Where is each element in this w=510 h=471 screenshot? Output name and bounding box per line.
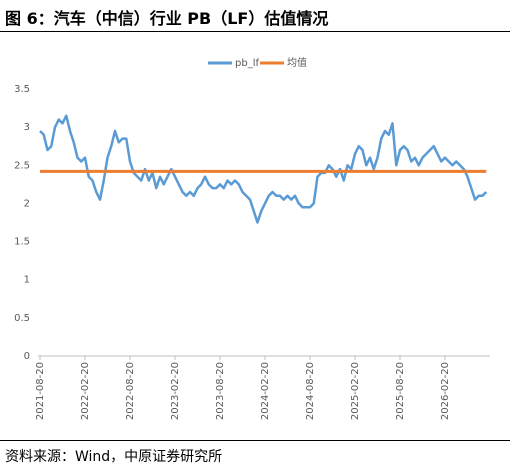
y-tick-label: 0.5 [14, 313, 30, 324]
series-line [39, 114, 488, 224]
x-tick-label: 2025-08-20 [395, 362, 406, 420]
x-tick-label: 2025-02-20 [350, 362, 361, 420]
figure-title: 图 6：汽车（中信）行业 PB（LF）估值情况 [5, 9, 329, 28]
source-rule [0, 440, 510, 441]
x-tick-label: 2023-08-20 [215, 362, 226, 420]
y-tick-label: 3 [24, 122, 30, 133]
y-tick-label: 1.5 [14, 237, 30, 248]
x-tick-label: 2022-08-20 [125, 362, 136, 420]
title-rule [0, 31, 510, 32]
chart: 0 0.5 1 1.5 2 2.5 3 3.5 2021-08-20 2022-02-20 2022… [14, 56, 490, 420]
x-tick-label: 2023-02-20 [170, 362, 181, 420]
y-tick-label: 2.5 [14, 160, 30, 171]
y-tick-label: 1 [24, 275, 30, 286]
x-tick-label: 2022-02-20 [80, 362, 91, 420]
x-tick-label: 2021-08-20 [35, 362, 46, 420]
x-tick-label: 2026-02-20 [440, 362, 451, 420]
y-tick-label: 0 [24, 351, 30, 362]
x-tick-label: 2024-08-20 [305, 362, 316, 420]
legend-label: 均值 [287, 56, 307, 69]
source-note: 资料来源：Wind，中原证券研究所 [5, 449, 223, 465]
legend-label: pb_lf [235, 58, 259, 69]
y-tick-label: 3.5 [14, 84, 30, 95]
x-tick-label: 2024-02-20 [260, 362, 271, 420]
y-tick-label: 2 [24, 198, 30, 209]
